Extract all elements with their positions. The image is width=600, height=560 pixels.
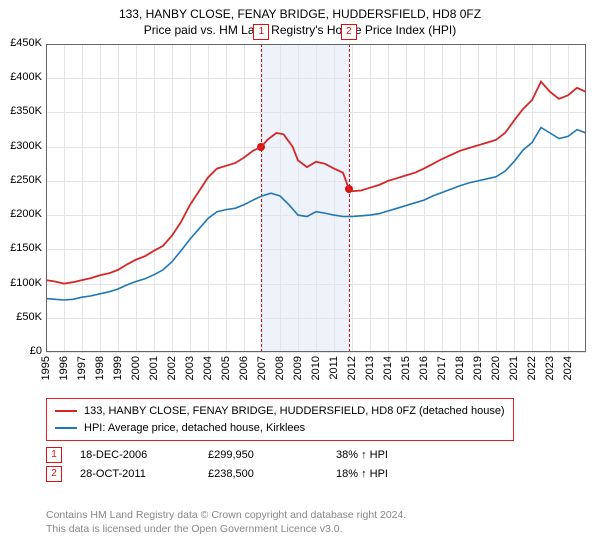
x-tick-label: 2003	[184, 356, 196, 380]
x-tick-label: 2009	[292, 356, 304, 380]
x-tick-label: 2008	[274, 356, 286, 380]
transaction-row: 2 28-OCT-2011 £238,500 18% ↑ HPI	[46, 466, 592, 482]
legend-row: 133, HANBY CLOSE, FENAY BRIDGE, HUDDERSF…	[55, 403, 505, 420]
series-line	[46, 128, 586, 301]
x-tick-label: 2024	[562, 356, 574, 380]
y-tick-label: £350K	[2, 105, 42, 117]
x-tick-label: 2001	[148, 356, 160, 380]
y-tick-label: £150K	[2, 242, 42, 254]
x-tick-label: 2006	[238, 356, 250, 380]
x-tick-label: 1996	[58, 356, 70, 380]
x-tick-label: 1997	[76, 356, 88, 380]
transaction-price: £299,950	[208, 449, 318, 461]
credits-line-2: This data is licensed under the Open Gov…	[46, 522, 592, 536]
x-tick-label: 2014	[382, 356, 394, 380]
y-tick-label: £0	[2, 345, 42, 357]
x-tick-label: 1995	[40, 356, 52, 380]
x-tick-label: 2017	[436, 356, 448, 380]
transaction-row: 1 18-DEC-2006 £299,950 38% ↑ HPI	[46, 447, 592, 463]
transaction-delta: 38% ↑ HPI	[336, 449, 446, 461]
y-tick-label: £100K	[2, 277, 42, 289]
x-tick-label: 2022	[526, 356, 538, 380]
x-tick-label: 2018	[454, 356, 466, 380]
legend-label: 133, HANBY CLOSE, FENAY BRIDGE, HUDDERSF…	[84, 403, 505, 420]
transactions-table: 1 18-DEC-2006 £299,950 38% ↑ HPI 2 28-OCT-201…	[46, 444, 592, 485]
x-tick-label: 2015	[400, 356, 412, 380]
transaction-marker: 2	[46, 466, 62, 482]
x-tick-label: 2007	[256, 356, 268, 380]
grid-h	[46, 352, 586, 353]
series-line	[46, 82, 586, 284]
y-tick-label: £450K	[2, 37, 42, 49]
transaction-price: £238,500	[208, 468, 318, 480]
y-tick-label: £200K	[2, 208, 42, 220]
transaction-delta: 18% ↑ HPI	[336, 468, 446, 480]
x-tick-label: 2004	[202, 356, 214, 380]
x-tick-label: 2019	[472, 356, 484, 380]
x-tick-label: 2020	[490, 356, 502, 380]
legend-swatch	[55, 410, 77, 412]
transaction-date: 28-OCT-2011	[80, 468, 190, 480]
chart-title-sub: Price paid vs. HM Land Registry's House …	[0, 22, 600, 38]
x-tick-label: 2012	[346, 356, 358, 380]
x-tick-label: 2002	[166, 356, 178, 380]
x-tick-label: 2013	[364, 356, 376, 380]
x-tick-label: 2011	[328, 356, 340, 380]
transaction-date: 18-DEC-2006	[80, 449, 190, 461]
y-tick-label: £300K	[2, 140, 42, 152]
x-tick-label: 1998	[94, 356, 106, 380]
x-tick-label: 2010	[310, 356, 322, 380]
x-tick-label: 2023	[544, 356, 556, 380]
plot-area: £0£50K£100K£150K£200K£250K£300K£350K£400…	[46, 44, 586, 352]
x-tick-label: 2005	[220, 356, 232, 380]
legend: 133, HANBY CLOSE, FENAY BRIDGE, HUDDERSF…	[46, 398, 514, 441]
y-tick-label: £50K	[2, 311, 42, 323]
legend-label: HPI: Average price, detached house, Kirk…	[84, 420, 305, 437]
transaction-marker: 1	[46, 447, 62, 463]
legend-swatch	[55, 427, 77, 429]
x-tick-label: 2016	[418, 356, 430, 380]
x-tick-label: 1999	[112, 356, 124, 380]
x-tick-label: 2000	[130, 356, 142, 380]
y-tick-label: £250K	[2, 174, 42, 186]
marker-badge: 2	[341, 24, 357, 40]
credits: Contains HM Land Registry data © Crown c…	[46, 508, 592, 536]
x-tick-label: 2021	[508, 356, 520, 380]
chart-title-address: 133, HANBY CLOSE, FENAY BRIDGE, HUDDERSF…	[0, 6, 600, 22]
chart-titles: 133, HANBY CLOSE, FENAY BRIDGE, HUDDERSF…	[0, 0, 600, 38]
legend-row: HPI: Average price, detached house, Kirk…	[55, 420, 505, 437]
marker-badge: 1	[253, 24, 269, 40]
y-tick-label: £400K	[2, 71, 42, 83]
credits-line-1: Contains HM Land Registry data © Crown c…	[46, 508, 592, 522]
series-svg	[46, 44, 586, 352]
